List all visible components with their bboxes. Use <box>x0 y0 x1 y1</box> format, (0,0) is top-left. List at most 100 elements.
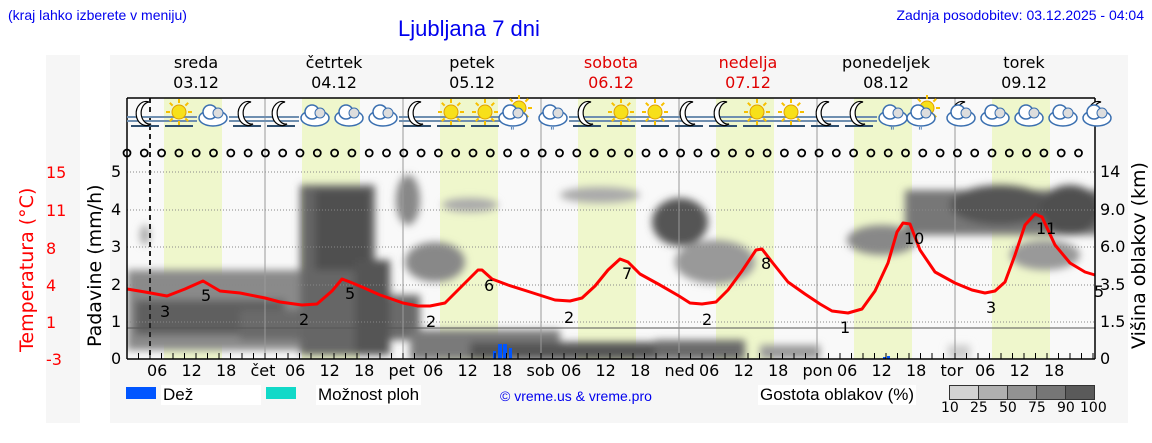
x-tick-label: pet <box>388 361 415 380</box>
precip-axis-label: Padavine (mm/h) <box>84 184 106 347</box>
svg-text:2: 2 <box>702 310 712 329</box>
day-header: torek 09.12 <box>1001 53 1047 92</box>
temp-tick: 1 <box>46 313 57 332</box>
wind-indicators <box>122 148 1083 158</box>
x-tick-label: 18 <box>630 361 651 380</box>
page-title: Ljubljana 7 dni <box>398 16 540 41</box>
x-tick-label: 18 <box>1044 361 1065 380</box>
x-tick-label: 12 <box>457 361 478 380</box>
precip-tick: 1 <box>111 312 122 331</box>
x-tick-label: čet <box>250 361 276 380</box>
cloud-rain-icon: " <box>538 104 568 137</box>
sun-fog-icon <box>773 99 809 127</box>
day-header: sreda 03.12 <box>173 53 219 92</box>
density-tick: 10 <box>941 400 959 416</box>
cloudy-icon <box>198 104 228 127</box>
precip-tick: 5 <box>111 162 122 181</box>
density-tick: 90 <box>1057 400 1075 416</box>
last-updated: Zadnja posodobitev: 03.12.2025 - 04:04 <box>896 7 1144 23</box>
x-tick-label: 06 <box>837 361 858 380</box>
x-tick-label: tor <box>940 361 964 380</box>
sun-cloud-rain-icon: " <box>498 95 532 137</box>
temp-axis-panel <box>46 55 80 423</box>
x-tick-label: 06 <box>285 361 306 380</box>
night-fog-icon <box>127 100 163 127</box>
day-header: ponedeljek 08.12 <box>842 53 930 92</box>
x-tick-label: ned <box>664 361 695 380</box>
temp-tick: 8 <box>46 239 57 258</box>
svg-text:": " <box>550 126 555 137</box>
x-tick-label: 12 <box>319 361 340 380</box>
cloud-height-tick: 1.5 <box>1100 312 1126 331</box>
precip-tick: 3 <box>111 237 122 256</box>
grid-lines <box>127 171 1095 323</box>
night-fog-icon <box>841 100 877 127</box>
svg-text:8: 8 <box>761 254 771 273</box>
x-tick-label: 06 <box>975 361 996 380</box>
density-tick: 50 <box>999 400 1017 416</box>
temperature-value-labels: 3 5 2 5 2 6 2 7 2 8 1 10 3 11 5 <box>160 219 1104 337</box>
density-swatch <box>949 385 979 400</box>
cloudy-icon <box>334 104 364 127</box>
copyright-link[interactable]: © vreme.us & vreme.pro <box>500 388 652 404</box>
cloud-height-tick: 0 <box>1100 349 1111 368</box>
temp-tick: 11 <box>46 201 67 220</box>
region-note: (kraj lahko izberete v meniju) <box>8 7 187 23</box>
x-tick-label: 18 <box>216 361 237 380</box>
sun-fog-icon <box>161 99 197 127</box>
day-header: petek 05.12 <box>449 53 495 92</box>
cloud-height-tick: 14 <box>1100 162 1121 181</box>
density-swatch <box>1065 385 1095 400</box>
x-tick-label: 12 <box>733 361 754 380</box>
sun-fog-icon <box>739 99 775 127</box>
cloud-height-tick: 6.0 <box>1100 237 1126 256</box>
svg-text:6: 6 <box>484 276 494 295</box>
sun-cloud-rain-icon: " <box>906 95 940 137</box>
svg-text:": " <box>918 126 923 137</box>
svg-text:5: 5 <box>345 284 355 303</box>
cloud-density <box>127 175 1095 359</box>
x-tick-label: 18 <box>768 361 789 380</box>
day-header: četrtek 04.12 <box>305 53 363 92</box>
svg-text:3: 3 <box>160 302 170 321</box>
svg-text:7: 7 <box>622 264 632 283</box>
weather-icons: " " " " <box>127 95 1112 137</box>
svg-text:2: 2 <box>299 310 309 329</box>
temp-axis-label: Temperatura (°C) <box>16 187 38 352</box>
storm-legend-swatch <box>266 387 296 399</box>
cloudy-icon <box>980 104 1010 127</box>
svg-text:5: 5 <box>1094 282 1104 301</box>
precip-tick: 4 <box>111 200 122 219</box>
svg-text:5: 5 <box>201 286 211 305</box>
cloudy-icon <box>368 104 398 127</box>
rain-legend-label: Dež <box>161 385 261 405</box>
night-fog-icon <box>229 100 265 127</box>
svg-text:10: 10 <box>904 229 924 248</box>
svg-text:": " <box>890 126 895 137</box>
temp-tick: 4 <box>46 276 57 295</box>
day-separators <box>264 98 956 359</box>
day-header-weekend: sobota 06.12 <box>583 53 639 92</box>
night-fog-icon <box>569 100 605 127</box>
temp-tick: -3 <box>46 350 62 369</box>
svg-text:3: 3 <box>986 298 996 317</box>
density-tick: 100 <box>1080 400 1107 416</box>
x-ticks <box>126 353 1094 359</box>
x-tick-label: 12 <box>595 361 616 380</box>
x-tick-label: 12 <box>181 361 202 380</box>
svg-text:": " <box>510 126 515 137</box>
cloudy-icon <box>1048 104 1078 127</box>
night-fog-icon <box>705 100 741 127</box>
precip-tick: 0 <box>111 349 122 368</box>
x-tick-label: 12 <box>1009 361 1030 380</box>
x-tick-label: 06 <box>147 361 168 380</box>
svg-text:2: 2 <box>564 308 574 327</box>
cloudy-icon <box>1014 104 1044 127</box>
x-tick-label: 06 <box>423 361 444 380</box>
rain-legend-swatch <box>126 387 156 399</box>
sun-fog-icon <box>433 99 469 127</box>
night-fog-icon <box>671 100 707 127</box>
sun-fog-icon <box>637 99 673 127</box>
temperature-line <box>126 212 1096 315</box>
x-tick-label: 18 <box>906 361 927 380</box>
